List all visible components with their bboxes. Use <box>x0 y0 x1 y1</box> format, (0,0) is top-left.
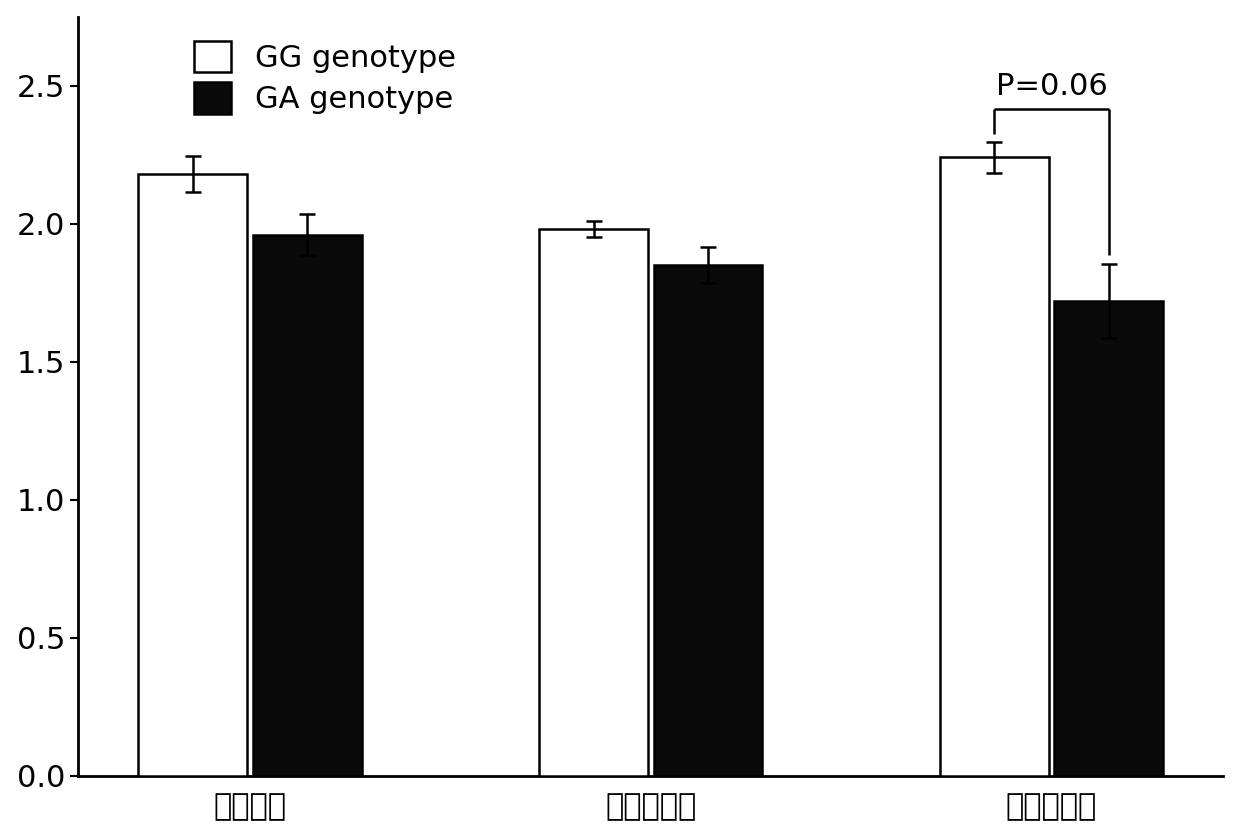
Bar <box>940 158 1049 776</box>
Text: P=0.06: P=0.06 <box>996 72 1107 101</box>
Bar <box>1054 301 1163 776</box>
Bar <box>139 174 247 776</box>
Legend: GG genotype, GA genotype: GG genotype, GA genotype <box>185 32 465 123</box>
Bar <box>253 235 362 776</box>
Bar <box>653 265 763 776</box>
Bar <box>539 229 649 776</box>
